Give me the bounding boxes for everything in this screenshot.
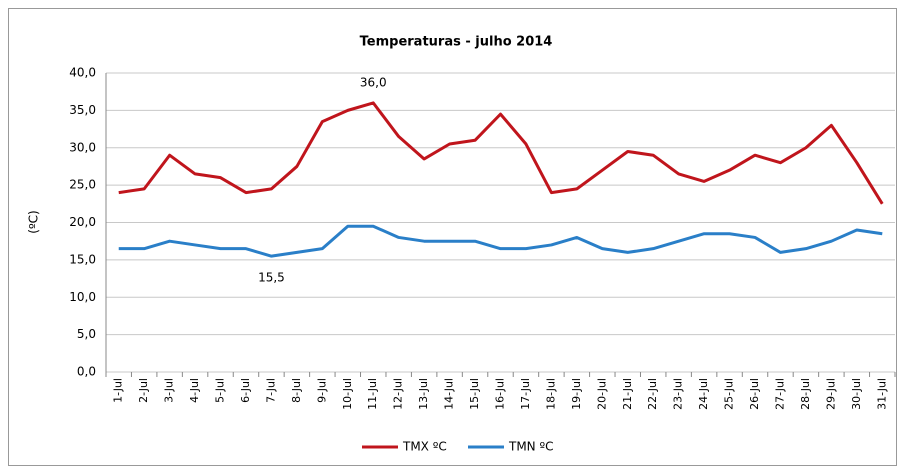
series-line <box>118 224 883 258</box>
legend-label: TMX ºC <box>402 440 447 454</box>
x-tick-label: 24-Jul <box>697 378 710 410</box>
x-tick-label: 26-Jul <box>748 378 761 410</box>
x-tick-label: 14-Jul <box>443 378 456 410</box>
data-label: 36,0 <box>360 75 387 89</box>
x-tick-label: 21-Jul <box>621 378 634 410</box>
y-tick-label: 15,0 <box>69 252 96 266</box>
x-tick-label: 7-Jul <box>264 378 277 403</box>
x-tick-label: 29-Jul <box>824 378 837 410</box>
y-tick-label: 0,0 <box>77 365 96 379</box>
x-tick-label: 12-Jul <box>392 378 405 410</box>
data-label: 15,5 <box>258 271 285 285</box>
x-tick-label: 23-Jul <box>672 378 685 410</box>
x-tick-label: 8-Jul <box>290 378 303 403</box>
y-tick-label: 35,0 <box>69 103 96 117</box>
x-tick-label: 5-Jul <box>214 378 227 403</box>
x-tick-label: 15-Jul <box>468 378 481 410</box>
x-tick-label: 10-Jul <box>341 378 354 410</box>
y-tick-label: 25,0 <box>69 178 96 192</box>
x-tick-label: 31-Jul <box>875 378 888 410</box>
y-tick-label: 20,0 <box>69 215 96 229</box>
series-line <box>118 101 884 205</box>
x-tick-label: 3-Jul <box>163 378 176 403</box>
legend-label: TMN ºC <box>508 440 554 454</box>
x-tick-label: 19-Jul <box>570 378 583 410</box>
x-tick-label: 17-Jul <box>519 378 532 410</box>
x-tick-label: 2-Jul <box>137 378 150 403</box>
y-tick-label: 10,0 <box>69 290 96 304</box>
x-tick-label: 1-Jul <box>112 378 125 403</box>
y-tick-label: 5,0 <box>77 327 96 341</box>
x-tick-label: 27-Jul <box>773 378 786 410</box>
x-tick-label: 9-Jul <box>315 378 328 403</box>
x-tick-label: 20-Jul <box>595 378 608 410</box>
x-tick-label: 16-Jul <box>494 378 507 410</box>
x-tick-label: 28-Jul <box>799 378 812 410</box>
y-axis-label: (ºC) <box>27 210 41 233</box>
x-tick-label: 22-Jul <box>646 378 659 410</box>
x-tick-label: 13-Jul <box>417 378 430 410</box>
x-tick-label: 30-Jul <box>850 378 863 410</box>
x-tick-label: 11-Jul <box>366 378 379 410</box>
x-tick-label: 18-Jul <box>544 378 557 410</box>
x-tick-label: 25-Jul <box>723 378 736 410</box>
x-tick-label: 6-Jul <box>239 378 252 403</box>
x-tick-label: 4-Jul <box>188 378 201 403</box>
y-tick-label: 30,0 <box>69 140 96 154</box>
chart-title: Temperaturas - julho 2014 <box>360 35 553 50</box>
y-tick-label: 40,0 <box>69 66 96 80</box>
